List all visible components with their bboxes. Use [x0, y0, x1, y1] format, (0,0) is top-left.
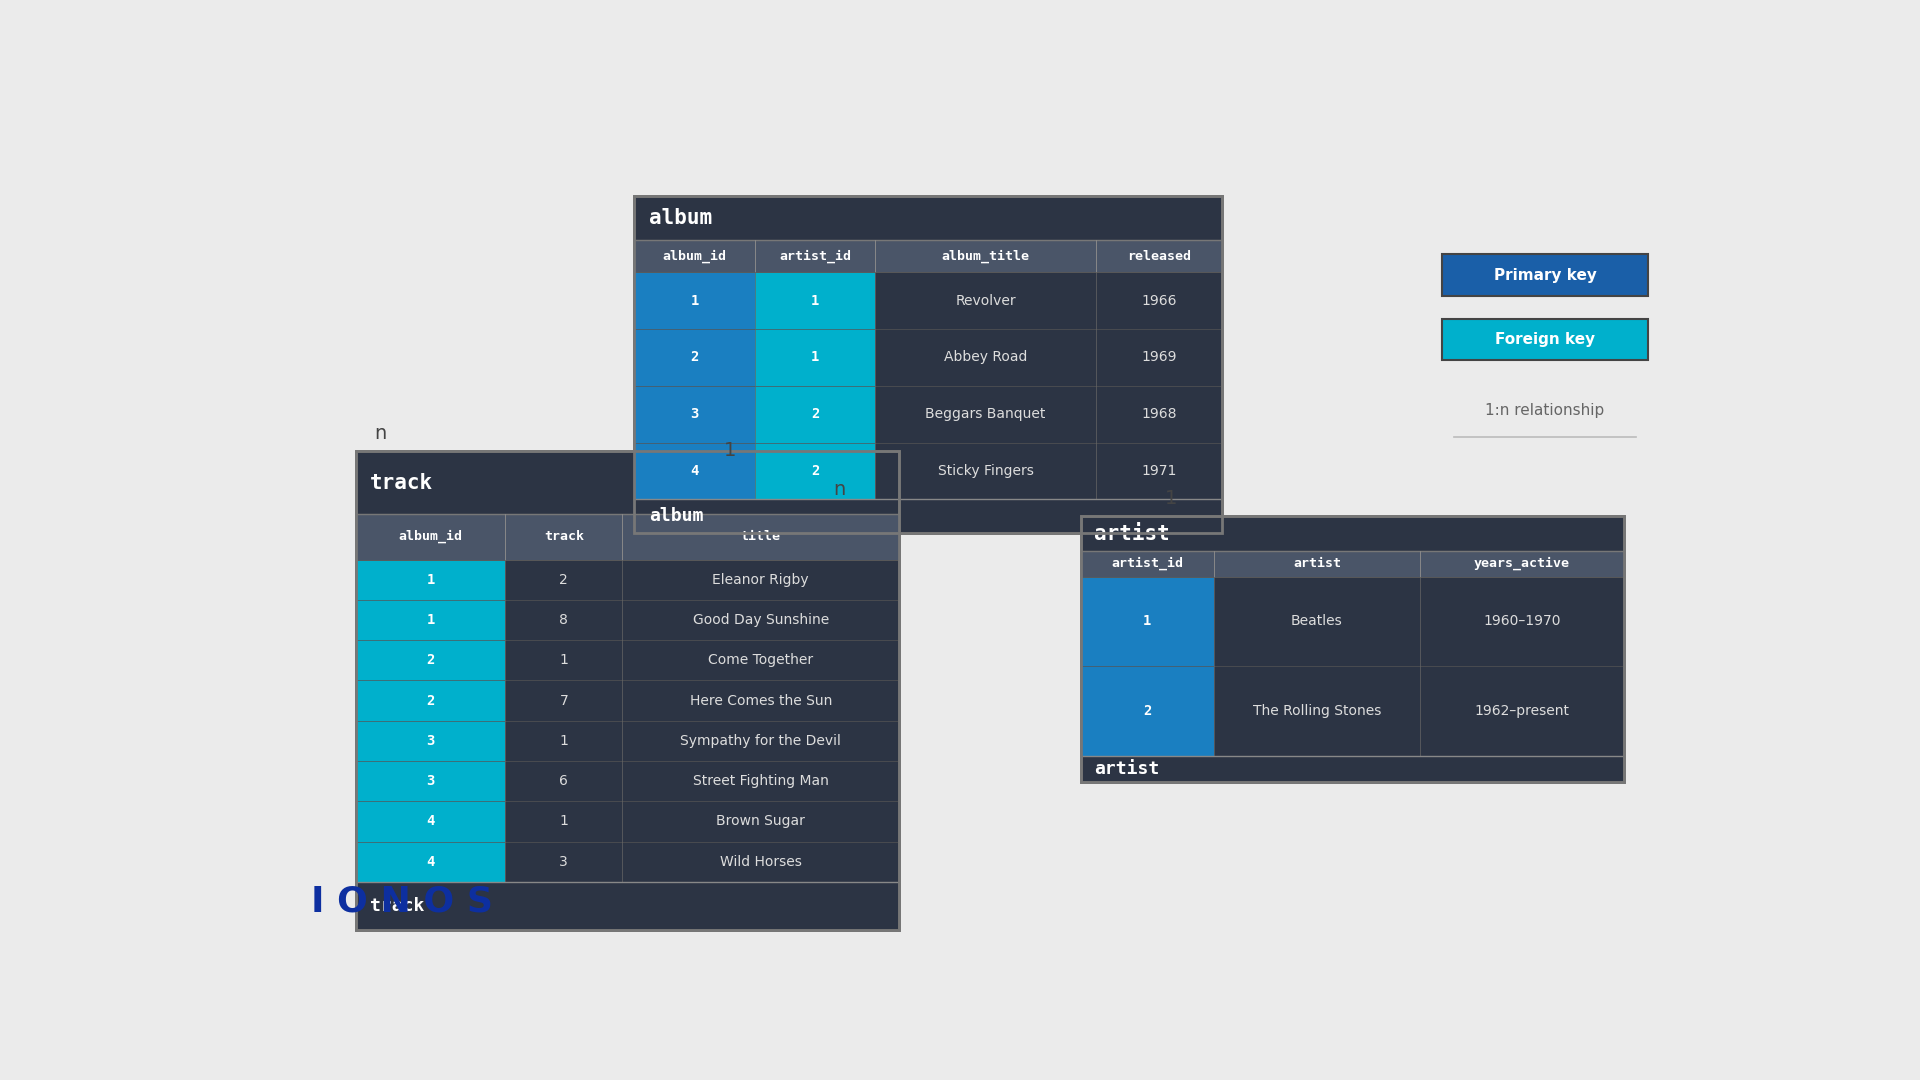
Text: Primary key: Primary key [1494, 268, 1596, 283]
Text: Sticky Fingers: Sticky Fingers [937, 464, 1033, 477]
Text: 1: 1 [691, 294, 699, 308]
Bar [355, 599, 505, 640]
Text: 7: 7 [559, 693, 568, 707]
Text: The Rolling Stones: The Rolling Stones [1252, 704, 1380, 718]
Text: artist: artist [1094, 524, 1169, 543]
Bar [355, 761, 505, 801]
Bar [755, 329, 876, 386]
Bar [355, 841, 505, 881]
Bar [355, 720, 505, 761]
Bar [355, 680, 505, 720]
Text: artist: artist [1094, 760, 1160, 778]
Text: album_id: album_id [399, 530, 463, 543]
Bar [634, 272, 755, 329]
Text: 1960–1970: 1960–1970 [1484, 615, 1561, 629]
Text: Wild Horses: Wild Horses [720, 854, 803, 868]
Bar [355, 451, 899, 930]
Text: 2: 2 [810, 407, 820, 421]
Text: Foreign key: Foreign key [1496, 332, 1596, 347]
Text: 1: 1 [1142, 615, 1152, 629]
Bar [1081, 551, 1624, 577]
Text: n: n [833, 480, 845, 499]
Text: 1: 1 [810, 294, 820, 308]
Bar [1081, 516, 1624, 782]
Bar [634, 240, 1221, 272]
Text: 1: 1 [810, 350, 820, 364]
Text: 3: 3 [691, 407, 699, 421]
Bar [355, 559, 505, 599]
Bar [1081, 666, 1213, 756]
Text: 4: 4 [691, 464, 699, 477]
Text: 2: 2 [1142, 704, 1152, 718]
Text: 2: 2 [426, 693, 436, 707]
Text: Revolver: Revolver [954, 294, 1016, 308]
Bar [755, 386, 876, 443]
Text: 2: 2 [691, 350, 699, 364]
Text: 2: 2 [810, 464, 820, 477]
Text: 1: 1 [559, 814, 568, 828]
Text: album: album [649, 208, 712, 228]
Bar [755, 272, 876, 329]
Bar [355, 640, 505, 680]
Text: 1: 1 [426, 572, 436, 586]
Bar [1442, 319, 1647, 361]
Bar [1442, 254, 1647, 296]
Text: artist: artist [1292, 557, 1340, 570]
Text: 4: 4 [426, 814, 436, 828]
Text: 2: 2 [426, 653, 436, 667]
Text: Come Together: Come Together [708, 653, 814, 667]
Bar [755, 443, 876, 499]
Text: track: track [371, 896, 424, 915]
Bar [1081, 577, 1213, 666]
Text: 3: 3 [559, 854, 568, 868]
Text: 1: 1 [724, 441, 737, 460]
Text: 1: 1 [426, 613, 436, 627]
Text: 1: 1 [559, 733, 568, 747]
Text: track: track [371, 473, 432, 492]
Bar [634, 197, 1221, 532]
Text: 3: 3 [426, 774, 436, 788]
Text: 4: 4 [426, 854, 436, 868]
Bar [634, 329, 755, 386]
Text: 1966: 1966 [1140, 294, 1177, 308]
Bar [1081, 516, 1624, 782]
Text: years_active: years_active [1475, 557, 1571, 570]
Text: 1969: 1969 [1140, 350, 1177, 364]
Bar [634, 197, 1221, 532]
Text: artist_id: artist_id [1112, 557, 1183, 570]
Text: I O N O S: I O N O S [311, 885, 493, 918]
Text: Sympathy for the Devil: Sympathy for the Devil [680, 733, 841, 747]
Text: 1962–present: 1962–present [1475, 704, 1569, 718]
Text: n: n [374, 424, 386, 443]
Text: album_title: album_title [941, 249, 1029, 262]
Text: 3: 3 [426, 733, 436, 747]
Text: album_id: album_id [662, 249, 726, 262]
Text: Brown Sugar: Brown Sugar [716, 814, 804, 828]
Text: track: track [543, 530, 584, 543]
Text: Beatles: Beatles [1290, 615, 1342, 629]
Text: Beggars Banquet: Beggars Banquet [925, 407, 1046, 421]
Text: Good Day Sunshine: Good Day Sunshine [693, 613, 829, 627]
Text: title: title [741, 530, 781, 543]
Text: album: album [649, 508, 703, 525]
Bar [634, 443, 755, 499]
Text: 1:n relationship: 1:n relationship [1486, 403, 1605, 418]
Text: artist_id: artist_id [780, 249, 851, 262]
Text: Here Comes the Sun: Here Comes the Sun [689, 693, 831, 707]
Text: 6: 6 [559, 774, 568, 788]
Text: 1971: 1971 [1140, 464, 1177, 477]
Text: 8: 8 [559, 613, 568, 627]
Bar [634, 386, 755, 443]
Text: 1: 1 [1165, 489, 1177, 508]
Bar [355, 451, 899, 930]
Text: Eleanor Rigby: Eleanor Rigby [712, 572, 808, 586]
Text: Abbey Road: Abbey Road [945, 350, 1027, 364]
Text: Street Fighting Man: Street Fighting Man [693, 774, 829, 788]
Text: 2: 2 [559, 572, 568, 586]
Bar [355, 801, 505, 841]
Text: released: released [1127, 249, 1190, 262]
Bar [355, 514, 899, 559]
Text: 1968: 1968 [1140, 407, 1177, 421]
Text: 1: 1 [559, 653, 568, 667]
